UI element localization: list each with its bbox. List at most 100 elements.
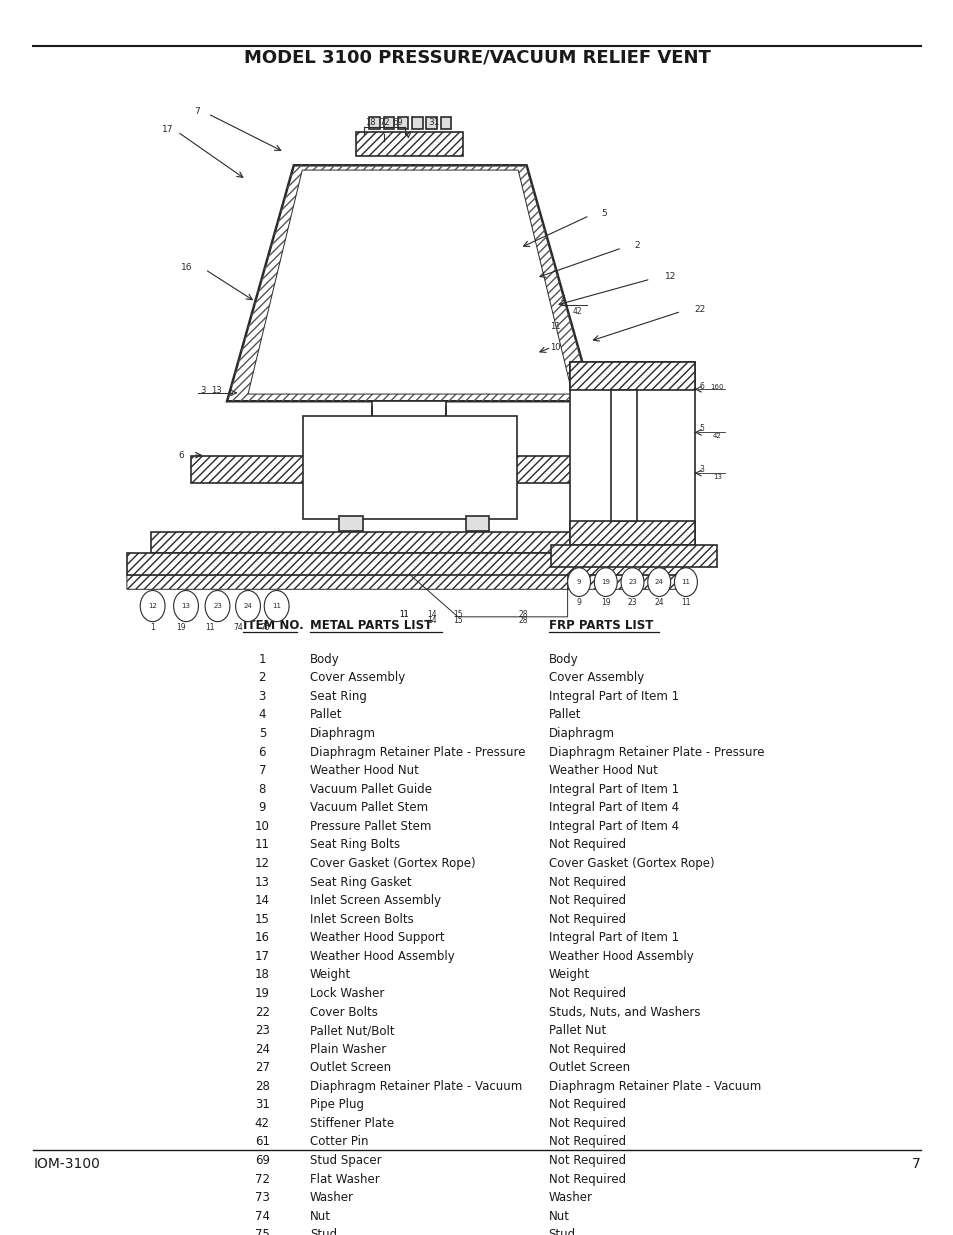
Text: 16: 16 <box>254 931 270 945</box>
Circle shape <box>674 568 697 597</box>
Circle shape <box>235 590 260 621</box>
Circle shape <box>264 590 289 621</box>
Text: Studs, Nuts, and Washers: Studs, Nuts, and Washers <box>548 1005 700 1019</box>
Bar <box>570 362 694 545</box>
Text: Diaphragm: Diaphragm <box>548 727 614 740</box>
Text: 31: 31 <box>254 1098 270 1112</box>
Text: Inlet Screen Bolts: Inlet Screen Bolts <box>310 913 414 926</box>
Text: 2: 2 <box>258 672 266 684</box>
Text: 11: 11 <box>549 322 560 331</box>
Text: 14: 14 <box>427 616 436 625</box>
Text: Integral Part of Item 4: Integral Part of Item 4 <box>548 802 678 814</box>
Text: 8: 8 <box>258 783 266 795</box>
Bar <box>570 362 694 390</box>
Bar <box>412 117 422 130</box>
Text: 12: 12 <box>254 857 270 869</box>
Text: Cover Assembly: Cover Assembly <box>310 672 405 684</box>
Text: 13: 13 <box>254 876 270 888</box>
Text: 15: 15 <box>254 913 270 926</box>
Text: 19: 19 <box>254 987 270 1000</box>
Text: 4: 4 <box>258 709 266 721</box>
Text: 12: 12 <box>148 603 157 609</box>
Text: 61: 61 <box>254 1135 270 1149</box>
Text: 11: 11 <box>272 603 281 609</box>
Text: Integral Part of Item 1: Integral Part of Item 1 <box>548 931 678 945</box>
Text: Washer: Washer <box>310 1192 354 1204</box>
Text: Integral Part of Item 4: Integral Part of Item 4 <box>548 820 678 832</box>
Text: METAL PARTS LIST: METAL PARTS LIST <box>310 620 432 632</box>
Text: 23: 23 <box>627 579 637 585</box>
Text: Plain Washer: Plain Washer <box>310 1042 386 1056</box>
Text: Stud: Stud <box>310 1229 336 1235</box>
Text: 15: 15 <box>453 610 462 619</box>
Text: 14: 14 <box>427 610 436 619</box>
Text: Weather Hood Assembly: Weather Hood Assembly <box>310 950 455 963</box>
Text: Nut: Nut <box>310 1210 331 1223</box>
Text: 72: 72 <box>378 117 390 127</box>
Text: Diaphragm: Diaphragm <box>310 727 375 740</box>
Text: 23: 23 <box>254 1024 270 1037</box>
Text: Washer: Washer <box>548 1192 592 1204</box>
Text: Not Required: Not Required <box>548 839 625 851</box>
Text: 13: 13 <box>181 603 191 609</box>
Text: Cover Assembly: Cover Assembly <box>548 672 643 684</box>
Bar <box>127 553 684 576</box>
Text: 4: 4 <box>559 295 565 304</box>
Text: 14: 14 <box>254 894 270 908</box>
Text: 7: 7 <box>258 764 266 777</box>
Text: 9: 9 <box>576 598 581 606</box>
Text: 6: 6 <box>699 383 704 391</box>
Text: Weight: Weight <box>310 968 351 982</box>
Text: Not Required: Not Required <box>548 1098 625 1112</box>
Text: Outlet Screen: Outlet Screen <box>310 1061 391 1074</box>
Text: 28: 28 <box>517 610 527 619</box>
Bar <box>570 521 694 545</box>
Text: Weather Hood Nut: Weather Hood Nut <box>310 764 418 777</box>
Bar <box>465 516 489 531</box>
Text: 12: 12 <box>664 272 676 282</box>
Text: 74: 74 <box>233 624 243 632</box>
Text: 6: 6 <box>258 746 266 758</box>
Text: Stud: Stud <box>548 1229 575 1235</box>
Circle shape <box>620 568 643 597</box>
Text: Pallet Nut/Bolt: Pallet Nut/Bolt <box>310 1024 395 1037</box>
Text: Body: Body <box>310 653 339 666</box>
Text: Not Required: Not Required <box>548 894 625 908</box>
Text: 3: 3 <box>699 466 704 474</box>
Text: IOM-3100: IOM-3100 <box>33 1157 100 1171</box>
Circle shape <box>567 568 590 597</box>
Text: 19: 19 <box>600 598 610 606</box>
Text: 13: 13 <box>712 474 721 479</box>
Bar <box>151 532 660 553</box>
Text: Outlet Screen: Outlet Screen <box>548 1061 629 1074</box>
Bar <box>127 576 684 589</box>
Bar <box>191 457 624 483</box>
Text: 7: 7 <box>194 107 200 116</box>
Text: 24: 24 <box>654 579 663 585</box>
Text: Pipe Plug: Pipe Plug <box>310 1098 364 1112</box>
Text: 73: 73 <box>254 1192 270 1204</box>
Text: 72: 72 <box>254 1172 270 1186</box>
Text: 16: 16 <box>181 263 193 272</box>
Text: Flat Washer: Flat Washer <box>310 1172 379 1186</box>
Text: Weather Hood Assembly: Weather Hood Assembly <box>548 950 693 963</box>
Text: Nut: Nut <box>548 1210 569 1223</box>
Text: Pallet Nut: Pallet Nut <box>548 1024 605 1037</box>
Text: Pallet: Pallet <box>548 709 580 721</box>
Text: 17: 17 <box>162 125 173 133</box>
Bar <box>355 132 462 156</box>
Text: 1: 1 <box>258 653 266 666</box>
Text: Cover Bolts: Cover Bolts <box>310 1005 377 1019</box>
Text: 75: 75 <box>254 1229 270 1235</box>
Text: Diaphragm Retainer Plate - Pressure: Diaphragm Retainer Plate - Pressure <box>548 746 763 758</box>
Text: Not Required: Not Required <box>548 876 625 888</box>
Text: 10: 10 <box>549 343 560 352</box>
Text: 28: 28 <box>517 616 527 625</box>
Circle shape <box>140 590 165 621</box>
Text: 19: 19 <box>600 579 610 585</box>
Text: Weather Hood Support: Weather Hood Support <box>310 931 444 945</box>
Text: Cover Gasket (Gortex Rope): Cover Gasket (Gortex Rope) <box>310 857 476 869</box>
Text: 24: 24 <box>654 598 663 606</box>
Text: 2: 2 <box>634 241 639 249</box>
Bar <box>570 362 694 390</box>
